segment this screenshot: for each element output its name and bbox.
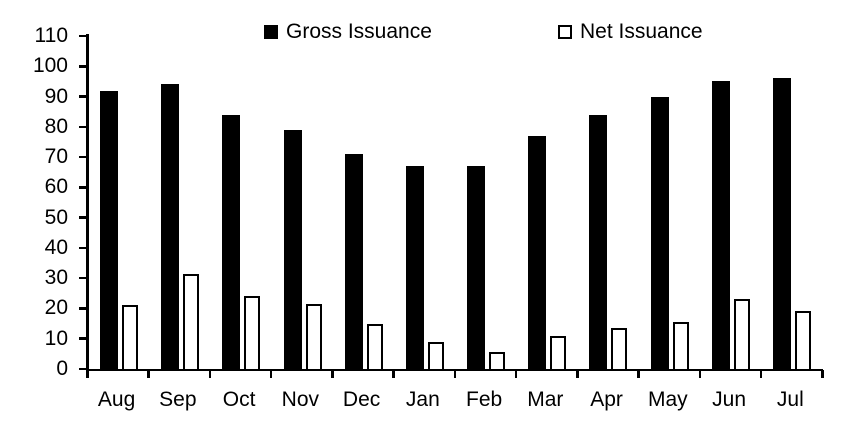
bar-group-feb [456,36,517,369]
x-axis-label-jun: Jun [712,388,747,411]
bar-net-aug [122,305,139,369]
legend-label-gross: Gross Issuance [286,20,432,43]
x-axis-label-jan: Jan [405,388,440,411]
y-axis-tick-mark [79,246,87,250]
bar-group-jun [700,36,761,369]
bar-gross-apr [589,114,608,369]
y-axis-line [86,34,89,371]
y-axis-tick-mark [79,155,87,159]
y-axis-tick-mark [79,337,87,340]
x-axis-label-mar: Mar [527,388,564,411]
bar-net-dec [366,323,383,369]
y-axis-tick-mark [79,34,87,38]
bar-gross-mar [528,135,547,369]
legend-item-gross-issuance: Gross Issuance [264,21,432,43]
x-axis-label-feb: Feb [466,388,503,411]
y-axis-tick-mark [79,95,87,98]
bar-net-oct [244,296,261,369]
bar-gross-oct [222,114,241,369]
y-axis-tick-label: 40 [44,235,68,259]
bar-gross-aug [100,90,119,369]
bar-net-nov [305,303,322,369]
x-axis-label-jul: Jul [776,388,804,411]
bar-group-sep [150,36,211,369]
y-axis-tick-label: 70 [44,145,68,169]
y-axis-tick-mark [79,216,87,219]
y-axis-tick-mark [79,367,87,371]
y-axis-tick-label: 10 [44,326,68,350]
x-axis-tick-mark [514,370,518,378]
legend-label-net: Net Issuance [580,20,703,43]
x-axis-tick-mark [147,370,150,378]
x-axis-tick-mark [331,370,334,378]
x-axis-tick-mark [576,370,579,378]
bar-group-mar [517,36,578,369]
bar-group-oct [211,36,272,369]
bar-group-apr [578,36,639,369]
bar-group-jul [761,36,822,369]
y-axis-tick-label: 60 [44,175,68,199]
bar-group-aug [89,36,150,369]
bar-group-jan [394,36,455,369]
x-axis-tick-mark [698,370,701,378]
bar-gross-jun [711,81,730,369]
bar-gross-feb [467,166,486,369]
x-axis-tick-mark [637,370,640,378]
bar-gross-sep [161,84,180,369]
x-axis-tick-mark [821,370,824,378]
bar-net-jan [427,341,444,369]
bar-net-may [672,322,689,369]
bar-net-jun [733,299,750,369]
y-axis-tick-label: 0 [56,357,68,380]
bar-net-sep [183,273,200,369]
gross-issuance-swatch-icon [264,25,278,39]
legend-item-net-issuance: Net Issuance [558,21,703,43]
y-axis-tick-mark [79,276,87,280]
x-axis-tick-mark [759,370,763,378]
bar-net-apr [611,328,628,369]
x-axis-label-may: May [648,388,688,411]
x-axis-tick-mark [86,370,89,378]
y-axis-tick-label: 50 [44,205,68,229]
x-axis-label-aug: Aug [97,388,136,411]
x-axis-tick-mark [208,370,211,378]
net-issuance-swatch-icon [558,25,572,39]
bar-gross-jan [405,166,424,369]
bar-gross-jul [772,78,791,369]
y-axis-tick-mark [79,125,87,129]
y-axis-tick-mark [79,65,87,68]
y-axis-tick-label: 90 [44,84,68,108]
bar-net-mar [550,335,567,369]
plot-area [89,36,823,369]
bar-gross-may [650,96,669,369]
x-axis-tick-mark [453,370,456,378]
x-axis-tick-mark [392,370,395,378]
x-axis-tick-mark [269,370,273,378]
y-axis-tick-label: 110 [34,24,68,47]
x-axis-line [86,368,823,371]
x-axis-label-oct: Oct [222,388,256,411]
bar-gross-nov [283,129,302,369]
y-axis-tick-label: 100 [32,54,68,78]
bar-group-may [639,36,700,369]
y-axis-tick-mark [79,307,87,310]
y-axis-tick-label: 80 [44,114,68,138]
y-axis-tick-label: 20 [44,296,68,320]
x-axis-label-sep: Sep [159,388,197,411]
bar-gross-dec [344,154,363,369]
x-axis-label-apr: Apr [590,388,623,411]
bar-group-nov [272,36,333,369]
y-axis-tick-label: 30 [44,266,68,290]
bar-net-jul [794,311,811,369]
x-axis-label-dec: Dec [342,388,381,411]
x-axis-label-nov: Nov [281,388,320,411]
bar-net-feb [489,352,506,369]
bar-group-dec [333,36,394,369]
y-axis-tick-mark [79,186,87,189]
